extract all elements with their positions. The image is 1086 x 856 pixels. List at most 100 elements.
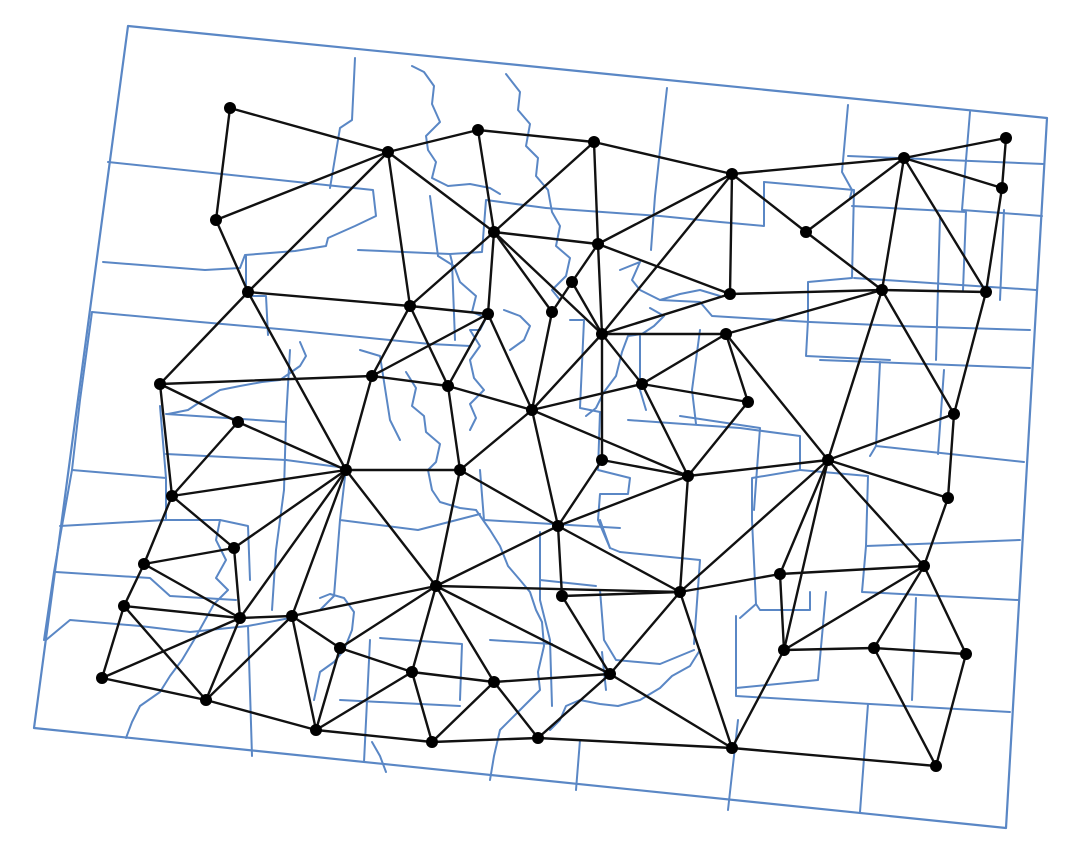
- network-node: [918, 560, 930, 572]
- network-edge: [946, 412, 956, 500]
- network-edge: [596, 242, 732, 296]
- network-edge: [728, 172, 734, 296]
- county-boundary: [841, 104, 853, 199]
- network-edge: [560, 594, 612, 676]
- network-node: [224, 102, 236, 114]
- county-boundary: [359, 349, 401, 441]
- county-boundary: [549, 649, 701, 731]
- network-edge: [640, 382, 690, 478]
- network-edge: [458, 408, 534, 472]
- network-edge: [778, 564, 926, 576]
- network-edge: [386, 150, 496, 234]
- network-edge: [100, 676, 208, 702]
- network-node: [774, 568, 786, 580]
- network-edge: [826, 458, 950, 500]
- network-edge: [170, 468, 348, 498]
- network-edge: [434, 584, 612, 676]
- network-edge: [434, 468, 462, 588]
- county-boundary: [411, 65, 501, 195]
- network-node: [636, 378, 648, 390]
- network-edge: [778, 572, 786, 652]
- network-edge: [314, 670, 414, 732]
- network-edge: [290, 468, 348, 618]
- network-node: [166, 490, 178, 502]
- network-edge: [872, 646, 968, 656]
- county-boundary: [847, 155, 1045, 165]
- network-edge: [410, 670, 434, 744]
- network-edge: [880, 156, 906, 292]
- network-edge: [880, 288, 956, 416]
- network-edge: [142, 562, 242, 620]
- network-edge: [476, 128, 496, 234]
- county-boundary: [165, 519, 251, 581]
- county-boundary: [627, 419, 801, 521]
- network-node: [682, 470, 694, 482]
- network-edge: [214, 218, 250, 294]
- network-edges: [100, 106, 1008, 768]
- network-edge: [434, 524, 560, 588]
- network-edge: [550, 280, 574, 314]
- network-node: [996, 182, 1008, 194]
- network-edge: [872, 646, 938, 768]
- county-boundary: [575, 739, 581, 791]
- county-boundary: [763, 181, 855, 321]
- network-node: [286, 610, 298, 622]
- network-edge: [204, 698, 318, 732]
- network-edge: [446, 384, 534, 412]
- network-edge: [238, 614, 294, 620]
- county-boundary: [339, 699, 461, 707]
- network-node: [596, 328, 608, 340]
- network-node: [526, 404, 538, 416]
- network-node: [930, 760, 942, 772]
- network-edge: [556, 474, 690, 528]
- county-boundary: [503, 309, 531, 351]
- county-boundary: [379, 637, 463, 701]
- network-node: [942, 492, 954, 504]
- network-node: [596, 454, 608, 466]
- network-edge: [290, 614, 318, 732]
- network-edge: [686, 458, 830, 478]
- network-edge: [386, 150, 412, 308]
- network-edge: [608, 672, 734, 750]
- county-boundary: [935, 215, 941, 361]
- network-edge: [290, 614, 342, 650]
- network-edge: [600, 332, 644, 386]
- network-edge: [922, 496, 950, 568]
- network-edge: [984, 186, 1004, 294]
- network-node: [720, 328, 732, 340]
- county-boundary: [569, 319, 601, 413]
- network-edge: [530, 332, 604, 412]
- network-edge: [486, 230, 496, 316]
- county-boundary: [585, 307, 665, 417]
- network-edge: [922, 564, 968, 656]
- network-edge: [142, 494, 174, 566]
- county-boundary: [43, 311, 93, 641]
- network-edge: [600, 172, 734, 336]
- county-boundary: [799, 469, 1021, 547]
- network-node: [340, 464, 352, 476]
- network-node: [310, 724, 322, 736]
- network-edge: [158, 382, 240, 424]
- network-node: [234, 612, 246, 624]
- network-edge: [556, 524, 564, 598]
- county-boundary: [429, 195, 439, 257]
- county-boundary: [659, 299, 1031, 331]
- network-edge: [492, 230, 604, 336]
- network-edge: [782, 646, 876, 652]
- network-node: [552, 520, 564, 532]
- network-edge: [826, 288, 884, 462]
- network-edge: [492, 230, 554, 314]
- network-edge: [370, 312, 490, 378]
- county-boundary: [755, 591, 811, 611]
- network-edge: [246, 290, 412, 308]
- network-edge: [530, 382, 644, 412]
- network-edge: [530, 408, 690, 478]
- network-edge: [492, 680, 540, 740]
- network-node: [96, 672, 108, 684]
- network-edge: [728, 288, 884, 296]
- county-boundary: [599, 589, 695, 665]
- network-edge: [408, 304, 490, 316]
- network-edge: [826, 458, 926, 568]
- network-edge: [122, 604, 242, 620]
